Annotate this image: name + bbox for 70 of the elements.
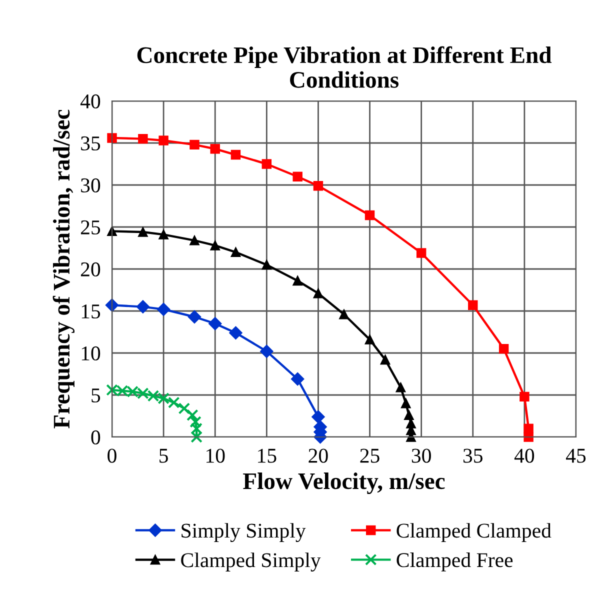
point (313, 288, 324, 298)
point (107, 133, 117, 143)
point (364, 334, 375, 344)
x-tick-label: 0 (108, 448, 116, 463)
y-tick-label: 40 (80, 94, 100, 108)
point (524, 432, 534, 442)
x-tick-label: 30 (412, 448, 431, 463)
point (158, 230, 168, 240)
point (292, 276, 302, 286)
point (524, 424, 534, 434)
point (230, 247, 241, 258)
point (291, 372, 304, 386)
point (168, 396, 180, 408)
point (190, 236, 200, 246)
x-tick-label: 20 (308, 448, 328, 463)
legend-label: Clamped Free (396, 552, 513, 572)
point (313, 180, 324, 191)
y-tick-label: 5 (92, 388, 100, 402)
point (339, 310, 349, 320)
point (312, 410, 325, 424)
point (158, 136, 168, 146)
point (262, 260, 272, 270)
x-tick-label: 25 (360, 448, 380, 463)
point (416, 248, 426, 258)
x-tick-label: 15 (258, 448, 276, 463)
x-tick-label: 40 (514, 448, 534, 463)
legend-label: Clamped Simply (181, 552, 321, 572)
point (138, 134, 148, 144)
x-tick-label: 5 (160, 448, 168, 463)
point (190, 431, 202, 443)
point (364, 210, 375, 220)
point (156, 302, 170, 316)
point (190, 416, 202, 428)
point (262, 159, 272, 169)
legend-label: Clamped Clamped (396, 523, 552, 542)
point (186, 409, 198, 422)
point (404, 410, 414, 420)
y-tick-label: 15 (82, 304, 100, 318)
point (208, 317, 222, 330)
y-tick-label: 10 (82, 346, 100, 360)
point (468, 300, 478, 310)
y-tick-label: 30 (81, 178, 100, 192)
point (520, 392, 530, 402)
point (210, 144, 220, 154)
y-tick-label: 25 (80, 220, 100, 234)
x-axis-title: Flow Velocity, m/sec (243, 472, 445, 494)
point (401, 398, 411, 408)
point (178, 402, 190, 414)
point (292, 172, 302, 182)
y-tick-label: 0 (91, 430, 100, 444)
x-tick-label: 10 (206, 448, 225, 463)
point (138, 227, 148, 237)
point (396, 382, 406, 392)
point (260, 344, 274, 358)
y-tick-label: 20 (80, 262, 100, 276)
point (498, 344, 509, 354)
y-axis-title: Frequency of Vibration, rad/sec (52, 110, 74, 428)
point (190, 422, 202, 435)
y-tick-label: 35 (81, 136, 100, 150)
x-tick-label: 45 (566, 448, 586, 463)
point (190, 140, 200, 150)
point (380, 354, 390, 365)
legend-label: Simply Simply (182, 523, 306, 542)
point (210, 240, 220, 250)
x-tick-label: 35 (463, 448, 482, 463)
chart-title: Concrete Pipe Vibration at Different End Conditions (137, 46, 552, 88)
point (230, 150, 241, 160)
point (188, 310, 202, 324)
point (136, 300, 150, 314)
point (229, 326, 242, 340)
